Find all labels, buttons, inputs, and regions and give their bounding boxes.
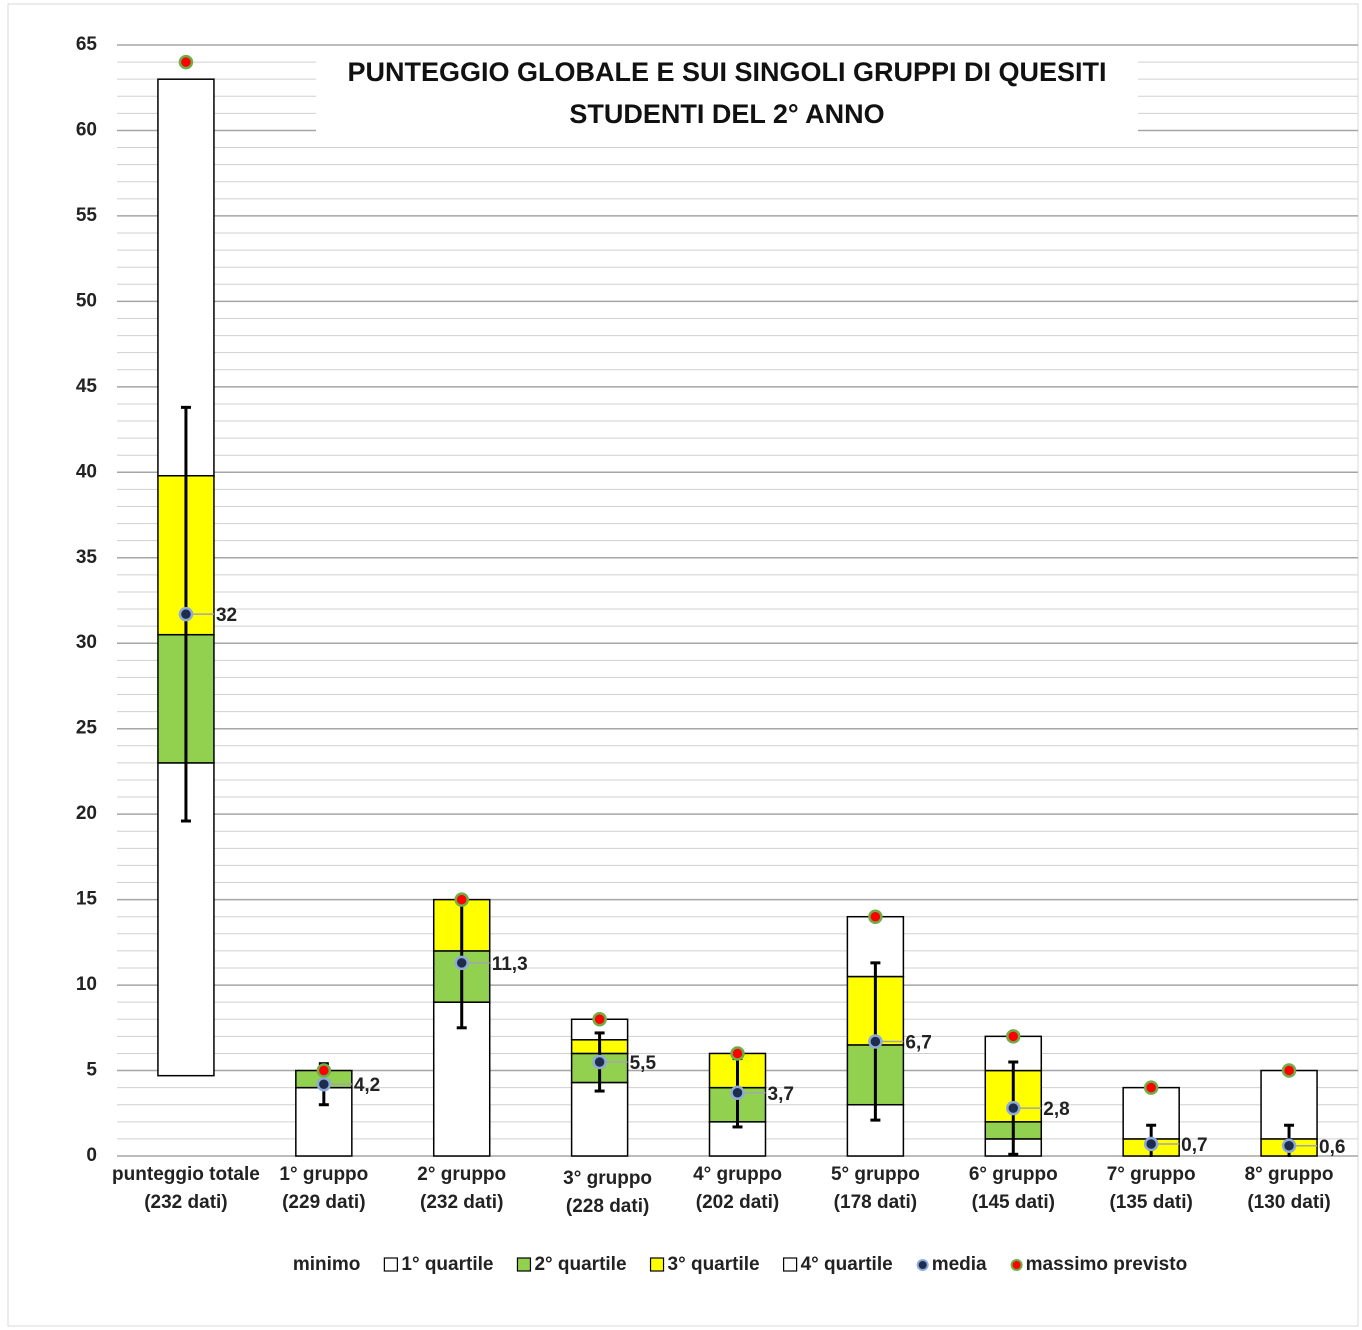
legend-label: 4° quartile <box>801 1254 893 1275</box>
legend-swatch <box>516 1257 532 1272</box>
max-point <box>1143 1080 1159 1095</box>
y-tick-label: 60 <box>76 119 97 140</box>
data-label: 6,7 <box>905 1032 931 1053</box>
data-label: 4,2 <box>354 1075 380 1096</box>
legend-swatch <box>783 1257 798 1272</box>
legend-label: minimo <box>293 1254 361 1275</box>
max-point <box>178 54 194 70</box>
plot-area <box>157 78 1318 1157</box>
x-tick-label: (145 dati) <box>972 1192 1055 1213</box>
mean-point <box>868 1034 883 1049</box>
x-tick-label: 1° gruppo <box>279 1164 368 1185</box>
mean-point <box>1143 1136 1159 1152</box>
legend-swatch <box>916 1259 929 1271</box>
y-tick-label: 10 <box>76 974 97 995</box>
y-tick-label: 25 <box>76 718 98 739</box>
legend-swatch <box>649 1257 665 1272</box>
x-tick-label: 6° gruppo <box>969 1164 1058 1185</box>
data-label: 0,7 <box>1181 1135 1207 1156</box>
data-label: 32 <box>216 605 237 626</box>
data-label: 5,5 <box>630 1053 657 1074</box>
max-point <box>1281 1063 1297 1078</box>
legend-swatch <box>1010 1259 1023 1271</box>
mean-point <box>454 955 469 971</box>
x-tick-label: 7° gruppo <box>1107 1164 1196 1185</box>
legend: minimo 1° quartile 2° quartile 3° quartile 4… <box>293 1254 1187 1275</box>
y-tick-label: 15 <box>76 889 98 910</box>
max-point <box>454 892 469 907</box>
x-tick-label: (130 dati) <box>1247 1192 1330 1213</box>
mean-point <box>730 1085 745 1101</box>
x-tick-label: (229 dati) <box>282 1192 365 1213</box>
y-tick-label: 65 <box>76 34 98 55</box>
y-tick-label: 20 <box>76 803 97 824</box>
x-tick-label: 2° gruppo <box>417 1164 506 1185</box>
legend-label: massimo previsto <box>1026 1254 1188 1275</box>
legend-label: media <box>932 1254 987 1275</box>
chart-subtitle: STUDENTI DEL 2° ANNO <box>569 99 884 129</box>
data-label: 0,6 <box>1319 1137 1345 1158</box>
max-point <box>1006 1029 1021 1044</box>
max-point <box>316 1063 332 1078</box>
x-tick-label: (232 dati) <box>144 1192 227 1213</box>
x-tick-label: punteggio totale <box>112 1164 260 1185</box>
title-box <box>316 52 1138 138</box>
mean-point <box>316 1076 332 1092</box>
y-tick-label: 45 <box>76 376 98 397</box>
chart-title: PUNTEGGIO GLOBALE E SUI SINGOLI GRUPPI D… <box>347 57 1106 87</box>
y-tick-label: 50 <box>76 290 97 311</box>
x-tick-label: (228 dati) <box>566 1196 649 1217</box>
y-tick-label: 40 <box>76 461 97 482</box>
x-tick-label: 4° gruppo <box>693 1164 782 1185</box>
mean-point <box>178 606 194 622</box>
y-tick-label: 5 <box>86 1060 97 1081</box>
bar-segment <box>570 1081 629 1157</box>
max-point <box>730 1046 745 1061</box>
legend-swatch <box>383 1257 398 1272</box>
data-label: 2,8 <box>1043 1099 1069 1120</box>
mean-point <box>1281 1138 1297 1153</box>
max-point <box>868 909 883 924</box>
max-point <box>592 1012 607 1027</box>
legend-label: 1° quartile <box>401 1254 493 1275</box>
x-tick-label: (135 dati) <box>1109 1192 1192 1213</box>
x-tick-label: 8° gruppo <box>1245 1164 1334 1185</box>
x-tick-label: (202 dati) <box>696 1192 779 1213</box>
y-tick-label: 55 <box>76 205 98 226</box>
x-tick-label: (232 dati) <box>420 1192 503 1213</box>
y-tick-label: 30 <box>76 632 97 653</box>
data-label: 3,7 <box>768 1084 794 1105</box>
x-tick-label: 3° gruppo <box>563 1168 652 1189</box>
x-tick-label: (178 dati) <box>834 1192 917 1213</box>
x-tick-label: 5° gruppo <box>831 1164 920 1185</box>
legend-label: 3° quartile <box>668 1254 760 1275</box>
mean-point <box>1006 1100 1021 1116</box>
mean-point <box>592 1054 607 1070</box>
data-label: 11,3 <box>492 954 528 975</box>
y-tick-label: 35 <box>76 547 98 568</box>
legend-label: 2° quartile <box>534 1254 626 1275</box>
y-tick-label: 0 <box>86 1145 97 1166</box>
